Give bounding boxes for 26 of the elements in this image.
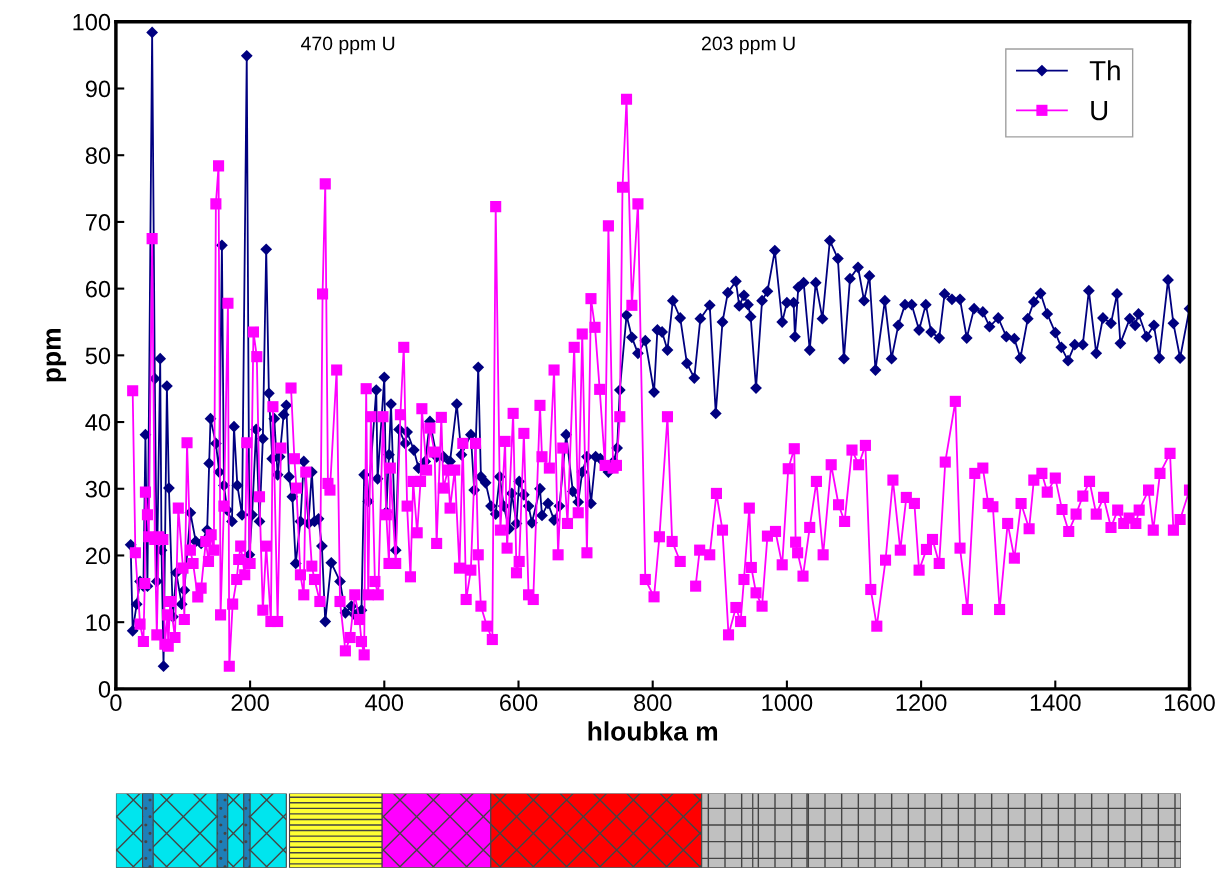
- y-tick-label: 20: [85, 547, 111, 565]
- y-tick-label: 100: [73, 13, 111, 31]
- y-tick-label: 60: [85, 280, 111, 298]
- y-tick-label: 10: [86, 614, 111, 631]
- x-tick-label: 1400: [1030, 694, 1081, 712]
- x-tick-label: 1000: [762, 694, 813, 712]
- x-tick-label: 1600: [1165, 694, 1215, 712]
- y-tick-label: 50: [85, 347, 111, 365]
- x-axis-title: hloubka m: [588, 721, 718, 741]
- x-tick-label: 200: [231, 694, 269, 712]
- annotation: 470 ppm U: [301, 36, 395, 55]
- x-tick-label: 1200: [896, 694, 947, 712]
- y-tick-label: 90: [85, 80, 111, 98]
- y-axis-title: ppm: [46, 329, 67, 382]
- y-tick-label: 30: [85, 480, 111, 498]
- annotation: 203 ppm U: [701, 36, 795, 55]
- legend-label: Th: [1089, 60, 1120, 81]
- y-tick-label: 40: [85, 414, 111, 431]
- y-tick-label: 0: [98, 680, 111, 698]
- x-tick-label: 600: [500, 694, 538, 712]
- legend-label: U: [1091, 100, 1108, 121]
- y-tick-label: 80: [85, 147, 111, 164]
- x-tick-label: 400: [365, 694, 404, 712]
- y-tick-label: 70: [85, 213, 111, 231]
- x-tick-label: 800: [634, 694, 672, 712]
- x-tick-label: 0: [110, 694, 122, 712]
